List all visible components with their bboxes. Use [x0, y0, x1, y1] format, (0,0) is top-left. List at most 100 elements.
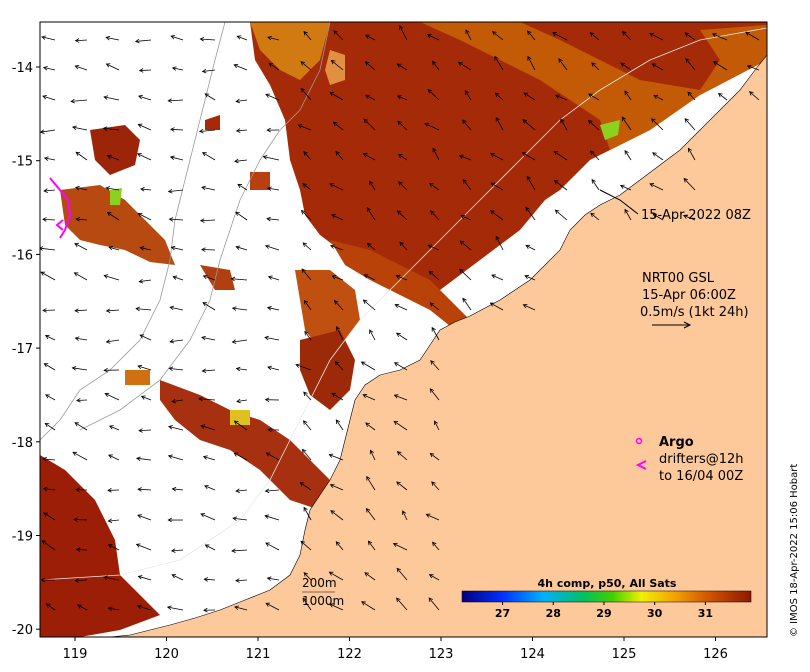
current-vector-head — [198, 396, 203, 402]
current-vector-head — [236, 398, 241, 404]
current-vector — [234, 420, 248, 431]
current-vector — [170, 128, 184, 131]
current-vector-head — [204, 544, 210, 549]
current-vector — [74, 243, 88, 251]
current-vector — [234, 159, 248, 162]
current-vector — [267, 366, 280, 371]
drifter-tracks — [49, 177, 72, 239]
current-vector — [267, 577, 280, 581]
current-vector-head — [45, 394, 50, 399]
current-vector — [523, 304, 536, 311]
current-vector-head — [137, 364, 143, 370]
current-vector — [624, 90, 632, 101]
current-vector-head — [462, 178, 468, 184]
current-vector-head — [106, 212, 112, 217]
current-vector-head — [553, 180, 559, 185]
current-vector — [304, 300, 312, 311]
current-vector-head — [620, 62, 626, 67]
current-vector — [525, 207, 536, 221]
current-vector — [72, 451, 88, 461]
current-vector-head — [75, 151, 81, 157]
current-vector-head — [494, 92, 500, 97]
current-vector-head — [204, 93, 210, 98]
current-vector — [555, 94, 568, 101]
current-vector-head — [264, 397, 270, 403]
current-vector — [199, 398, 216, 401]
current-vector-head — [167, 454, 173, 459]
current-vector-head — [460, 214, 466, 220]
current-vector — [362, 394, 376, 401]
current-vector-head — [73, 517, 78, 522]
current-vector-head — [40, 246, 44, 251]
current-vector-head — [521, 152, 527, 157]
current-vector-head — [201, 368, 207, 374]
current-vector-head — [590, 212, 595, 218]
current-vector — [432, 542, 440, 551]
current-vector — [459, 240, 472, 251]
current-vector — [649, 183, 664, 191]
current-vector — [398, 181, 408, 191]
current-vector — [71, 99, 88, 102]
current-vector-head — [136, 456, 141, 461]
lat-tick-label: -17 — [12, 342, 33, 357]
current-vector — [138, 124, 152, 131]
current-vector — [136, 543, 152, 551]
current-vector-head — [139, 246, 145, 251]
current-vector — [329, 183, 344, 191]
current-vector-head — [75, 216, 80, 222]
current-vector — [137, 514, 152, 521]
current-vector — [108, 454, 120, 461]
current-vector-head — [361, 601, 366, 606]
current-vector-head — [396, 567, 402, 573]
current-vector — [434, 420, 440, 431]
current-vector-head — [40, 129, 45, 134]
current-vector — [651, 118, 664, 131]
current-vector-head — [268, 62, 274, 67]
current-vector-head — [201, 185, 206, 191]
current-vector-head — [335, 419, 341, 425]
current-vector-head — [396, 451, 402, 456]
current-vector-head — [396, 332, 401, 337]
current-vector-head — [199, 36, 205, 42]
current-vector-head — [587, 119, 593, 125]
current-vector — [330, 510, 344, 521]
current-vector — [364, 274, 376, 281]
current-vector — [303, 507, 312, 521]
current-vector-head — [711, 33, 717, 38]
current-vector — [365, 422, 376, 431]
current-vector — [137, 153, 152, 161]
current-vector — [74, 422, 88, 431]
current-vector — [76, 399, 88, 401]
current-vector-head — [365, 94, 370, 99]
current-vector-head — [42, 486, 48, 492]
current-vector — [75, 39, 88, 42]
current-vector — [43, 67, 56, 71]
current-vector — [268, 62, 280, 71]
current-vector — [264, 336, 280, 341]
current-vector — [591, 179, 600, 191]
current-vector — [396, 275, 408, 281]
current-vector-head — [360, 361, 366, 366]
current-vector-head — [103, 367, 108, 373]
current-vector-head — [44, 334, 50, 339]
current-vector — [204, 93, 216, 101]
current-vector — [492, 31, 504, 41]
current-vector — [41, 36, 56, 41]
current-vector-head — [43, 156, 49, 161]
current-vector-head — [651, 118, 656, 123]
current-vector-head — [264, 335, 269, 341]
current-vector-head — [302, 420, 308, 425]
current-vector-head — [589, 150, 595, 155]
current-vector-head — [329, 603, 334, 608]
current-vector — [713, 61, 728, 71]
current-vector-head — [45, 603, 51, 608]
current-vector — [428, 270, 440, 281]
current-vector — [718, 93, 728, 101]
current-vector-head — [300, 209, 306, 215]
current-vector-head — [199, 218, 205, 223]
current-vector-head — [303, 506, 308, 512]
current-vector — [302, 183, 312, 191]
current-vector — [139, 334, 152, 341]
lat-tick-label: -20 — [12, 623, 33, 638]
colorbar-title: 4h comp, p50, All Sats — [538, 577, 677, 590]
